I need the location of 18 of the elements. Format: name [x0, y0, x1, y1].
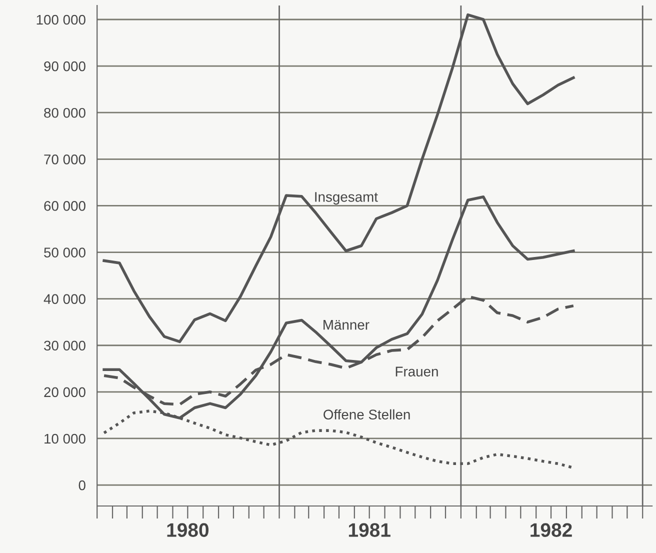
- y-tick-label: 40 000: [44, 294, 86, 304]
- y-tick-label: 30 000: [44, 340, 86, 351]
- series-label: Frauen: [396, 366, 438, 376]
- x-tick-label: 1982: [530, 523, 572, 537]
- y-tick-label: 100 000: [36, 14, 86, 25]
- series-label: Offene Stellen: [324, 409, 410, 420]
- y-tick-label: 90 000: [44, 61, 86, 72]
- y-tick-label: 20 000: [44, 387, 86, 398]
- y-tick-label: 50 000: [44, 248, 86, 258]
- y-tick-label: 80 000: [44, 108, 86, 118]
- x-tick-label: 1980: [167, 523, 209, 537]
- series-label: Männer: [324, 320, 370, 330]
- y-tick-label: 0: [78, 480, 86, 490]
- series-label: Insgesamt: [315, 192, 378, 205]
- x-tick-label: 1981: [348, 523, 390, 537]
- y-tick-label: 70 000: [44, 154, 86, 164]
- y-tick-label: 10 000: [44, 434, 86, 444]
- y-tick-label: 60 000: [44, 201, 86, 211]
